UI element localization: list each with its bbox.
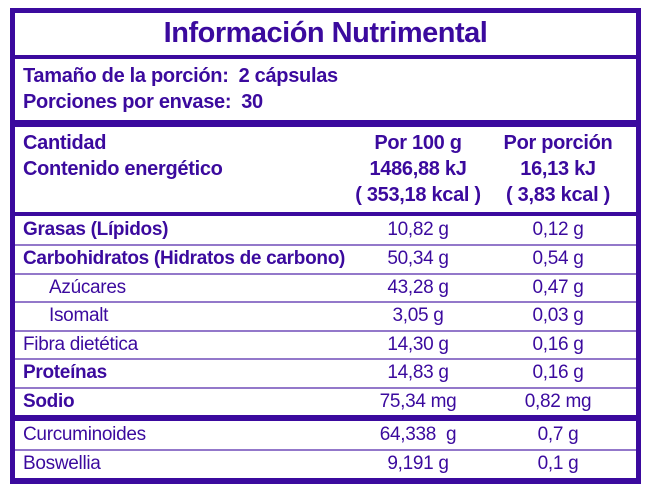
serving-size-label: Tamaño de la porción: — [23, 65, 229, 87]
nutrient-name: Azúcares — [49, 276, 126, 298]
per-portion-value: 0,1 g — [537, 453, 579, 475]
nutrient-name: Curcuminoides — [23, 423, 146, 445]
nutrient-row-boswellia: Boswellia 9,191 g 0,1 g — [15, 448, 636, 479]
nutrient-row-fats: Grasas (Lípidos) 10,82 g 0,12 g — [15, 216, 636, 244]
energy-header-section: Cantidad Por 100 g Por porción Contenido… — [15, 127, 636, 216]
per-portion-value: 0,82 mg — [524, 390, 592, 412]
per-100g-heading: Por 100 g — [374, 132, 462, 154]
nutrient-name: Fibra dietética — [23, 333, 138, 355]
energy-content-heading: Contenido energético — [23, 158, 223, 180]
nutrient-row-protein: Proteínas 14,83 g 0,16 g — [15, 358, 636, 387]
nutrient-row-fiber: Fibra dietética 14,30 g 0,16 g — [15, 329, 636, 359]
per-100g-value: 10,82 g — [387, 219, 449, 240]
per-portion-heading: Por porción — [503, 132, 613, 154]
amount-heading: Cantidad — [23, 132, 107, 154]
nutrient-row-isomalt: Isomalt 3,05 g 0,03 g — [15, 301, 636, 330]
per-100g-value: 9,191 g — [387, 453, 449, 475]
per-portion-value: 0,16 g — [532, 333, 584, 355]
per-100g-value: 3,05 g — [392, 305, 444, 327]
per-100g-value: 14,83 g — [387, 362, 449, 384]
header-line-1: Cantidad Por 100 g Por porción — [15, 130, 636, 156]
per-100g-value: 14,30 g — [387, 333, 449, 355]
page-title: Información Nutrimental — [163, 17, 488, 49]
header-line-3: ( 353,18 kcal ) ( 3,83 kcal ) — [15, 182, 636, 208]
nutrient-rows-section: Grasas (Lípidos) 10,82 g 0,12 g Carbohid… — [15, 216, 636, 421]
botanical-rows-section: Curcuminoides 64,338 g 0,7 g Boswellia 9… — [15, 421, 636, 478]
header-line-2: Contenido energético 1486,88 kJ 16,13 kJ — [15, 156, 636, 182]
per-100g-value: 75,34 mg — [379, 390, 457, 412]
nutrient-row-curcuminoids: Curcuminoides 64,338 g 0,7 g — [15, 421, 636, 449]
nutrient-name: Boswellia — [23, 453, 101, 475]
title-section: Información Nutrimental — [15, 13, 636, 59]
serving-section: Tamaño de la porción: 2 cápsulas Porcione… — [15, 59, 636, 127]
per-portion-value: 0,7 g — [537, 423, 579, 445]
per-100g-value: 43,28 g — [387, 276, 449, 298]
serving-size-value: 2 cápsulas — [238, 65, 339, 87]
energy-per-portion-kj: 16,13 kJ — [520, 158, 596, 180]
nutrient-row-sugars: Azúcares 43,28 g 0,47 g — [15, 272, 636, 302]
nutrient-name: Grasas (Lípidos) — [23, 219, 169, 240]
per-portion-value: 0,54 g — [532, 248, 584, 270]
servings-per-container-line: Porciones por envase: 30 — [23, 89, 628, 115]
per-100g-value: 50,34 g — [387, 248, 449, 270]
nutrient-name: Proteínas — [23, 362, 107, 384]
servings-per-container-value: 30 — [241, 91, 263, 113]
per-portion-value: 0,16 g — [532, 362, 584, 384]
nutrient-row-sodium: Sodio 75,34 mg 0,82 mg — [15, 386, 636, 416]
energy-per-100g-kj: 1486,88 kJ — [369, 158, 467, 180]
per-portion-value: 0,47 g — [532, 276, 584, 298]
serving-size-line: Tamaño de la porción: 2 cápsulas — [23, 63, 628, 89]
per-portion-value: 0,03 g — [532, 305, 584, 327]
energy-per-100g-kcal: ( 353,18 kcal ) — [355, 184, 481, 206]
per-portion-value: 0,12 g — [532, 219, 584, 240]
energy-per-portion-kcal: ( 3,83 kcal ) — [506, 184, 610, 206]
per-100g-value: 64,338 g — [379, 423, 457, 445]
nutrient-row-carbohydrates: Carbohidratos (Hidratos de carbono) 50,3… — [15, 244, 636, 273]
nutrient-name: Sodio — [23, 390, 75, 412]
nutrition-label: Información Nutrimental Tamaño de la por… — [10, 8, 641, 484]
nutrient-name: Isomalt — [49, 305, 109, 327]
servings-per-container-label: Porciones por envase: — [23, 91, 232, 113]
nutrient-name: Carbohidratos (Hidratos de carbono) — [23, 248, 346, 270]
